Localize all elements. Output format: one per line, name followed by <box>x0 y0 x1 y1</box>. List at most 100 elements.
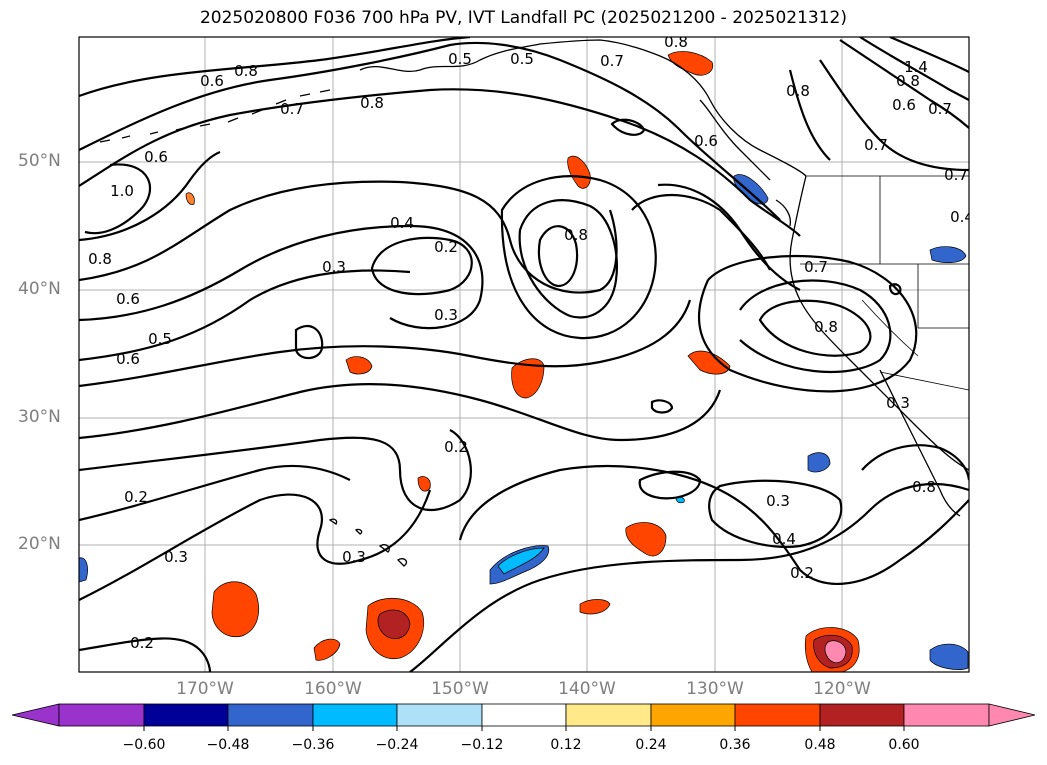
contour-label: 0.2 <box>130 634 154 652</box>
patch-pos-max <box>824 640 847 664</box>
contour-label: 0.3 <box>766 492 790 510</box>
contour-line <box>788 69 831 161</box>
colorbar-extend-high <box>988 703 1036 727</box>
patch-neg <box>807 452 831 473</box>
contour-line <box>79 637 212 672</box>
map-frame <box>78 36 970 673</box>
patch-pos <box>625 522 667 557</box>
contour-line <box>79 269 411 362</box>
border-mexico <box>879 371 969 391</box>
contour-line <box>294 324 324 360</box>
contour-line <box>79 429 472 512</box>
contour-label: 0.7 <box>928 100 952 118</box>
contour-line <box>610 118 646 136</box>
colorbar-segment <box>650 703 736 727</box>
contour-line <box>79 489 432 601</box>
contour-label: 0.8 <box>360 94 384 112</box>
lat-label-30n: 30°N <box>18 407 61 427</box>
contour-line <box>697 254 918 393</box>
contour-label: 0.8 <box>896 72 920 90</box>
colorbar-segment <box>903 703 990 727</box>
contour-label: 0.3 <box>164 548 188 566</box>
positive-ivt-patches <box>185 51 860 672</box>
colorbar-segment <box>734 703 821 727</box>
contour-label: 0.6 <box>116 290 140 308</box>
contour-line <box>79 88 801 237</box>
patch-pos <box>687 350 731 375</box>
patch-pos <box>567 155 591 189</box>
contour-label: 0.4 <box>390 214 414 232</box>
colorbar-segment <box>227 703 314 727</box>
contour-label: 0.7 <box>944 166 968 184</box>
colorbar-tick-label: −0.36 <box>291 737 335 753</box>
contour-line <box>888 283 902 296</box>
patch-pos <box>313 638 341 661</box>
contour-label: 0.5 <box>510 50 534 68</box>
contour-label: 0.5 <box>148 330 172 348</box>
contour-line <box>79 180 618 294</box>
contour-line <box>458 465 969 586</box>
patch-neg <box>929 246 967 263</box>
contour-line <box>537 225 579 288</box>
contour-line <box>409 482 969 672</box>
contour-label: 0.4 <box>950 208 974 226</box>
borders <box>800 175 969 391</box>
colorbar-segment <box>565 703 652 727</box>
contour-label: 0.5 <box>448 50 472 68</box>
negative-ivt-patches <box>79 174 969 670</box>
contour-line <box>819 59 969 172</box>
patch-neg <box>79 557 88 583</box>
colorbar-segment <box>396 703 483 727</box>
patch-pos <box>511 358 545 399</box>
contour-label: 0.7 <box>280 100 304 118</box>
contour-label: 0.8 <box>912 478 936 496</box>
contour-label: 0.2 <box>124 488 148 506</box>
contour-label: 0.8 <box>814 318 838 336</box>
contour-line <box>650 399 674 414</box>
contour-line <box>79 41 781 221</box>
contour-label: 0.3 <box>434 306 458 324</box>
colorbar-tick-label: 0.24 <box>635 737 667 753</box>
coastline-baja <box>879 369 961 517</box>
contour-label: 0.8 <box>234 62 258 80</box>
coastline-aleutians <box>99 89 331 143</box>
contour-label: 0.6 <box>144 148 168 166</box>
lon-label-170w: 170°W <box>176 679 234 699</box>
patch-neg <box>929 643 969 670</box>
contour-label: 0.3 <box>322 258 346 276</box>
contour-label: 0.3 <box>886 394 910 412</box>
contour-line <box>631 194 771 271</box>
coastline-hawaii <box>328 518 408 567</box>
contour-line <box>79 383 722 442</box>
contour-label: 0.8 <box>88 250 112 268</box>
colorbar-segment <box>819 703 905 727</box>
contour-line <box>889 37 969 73</box>
contour-line <box>518 199 618 319</box>
contour-label: 0.8 <box>664 33 688 51</box>
coastline-vancouver <box>775 199 792 227</box>
lon-label-130w: 130°W <box>686 679 744 699</box>
contour-label: 0.7 <box>600 52 624 70</box>
contour-label: 0.6 <box>116 350 140 368</box>
contour-line <box>79 150 221 242</box>
lon-label-140w: 140°W <box>558 679 616 699</box>
patch-pos <box>185 192 195 205</box>
contour-line <box>859 37 969 101</box>
contour-line <box>839 39 969 129</box>
contour-labels: 0.8 0.6 0.7 0.8 0.5 0.5 0.8 0.7 0.6 0.8 … <box>88 33 974 652</box>
colorbar-extend-low <box>11 703 60 727</box>
patch-pos-strong <box>377 609 411 639</box>
pv-contours <box>79 37 969 672</box>
contour-line <box>79 299 692 388</box>
map-title: 2025020800 F036 700 hPa PV, IVT Landfall… <box>199 8 847 28</box>
contour-line <box>79 37 471 98</box>
contour-label: 0.7 <box>864 136 888 154</box>
contour-label: 0.6 <box>892 96 916 114</box>
colorbar-tick-label: 0.60 <box>888 737 920 753</box>
contour-label: 0.6 <box>694 132 718 150</box>
colorbar-tick-label: −0.60 <box>122 737 166 753</box>
coastline-bc <box>699 99 771 181</box>
border-state-4 <box>861 299 919 357</box>
